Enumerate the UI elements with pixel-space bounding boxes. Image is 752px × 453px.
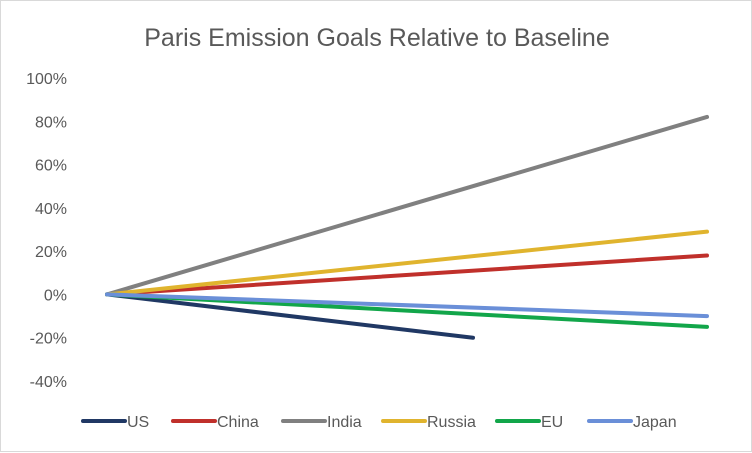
y-tick-label: 80% [35, 114, 67, 131]
legend-label-eu: EU [541, 414, 563, 431]
series-lines [105, 114, 709, 340]
legend: US China India Russia EU Japan [81, 414, 677, 431]
legend-label-us: US [127, 414, 149, 431]
series-line-india [105, 114, 709, 297]
series-line-us [105, 292, 475, 340]
y-tick-label: 100% [26, 71, 67, 88]
y-axis-ticks: 100% 80% 60% 40% 20% 0% -20% -40% [26, 71, 67, 391]
y-tick-label: 40% [35, 201, 67, 218]
series-line-russia [105, 229, 709, 297]
series-line-china [105, 253, 709, 297]
y-tick-label: 60% [35, 158, 67, 175]
y-tick-label: -20% [30, 331, 67, 348]
legend-label-china: China [217, 414, 259, 431]
legend-label-india: India [327, 414, 362, 431]
y-tick-label: 0% [44, 287, 67, 304]
legend-label-japan: Japan [633, 414, 677, 431]
legend-label-russia: Russia [427, 414, 476, 431]
chart-title: Paris Emission Goals Relative to Baselin… [144, 24, 609, 52]
y-tick-label: -40% [30, 374, 67, 391]
y-tick-label: 20% [35, 244, 67, 261]
series-line-japan [105, 292, 709, 319]
